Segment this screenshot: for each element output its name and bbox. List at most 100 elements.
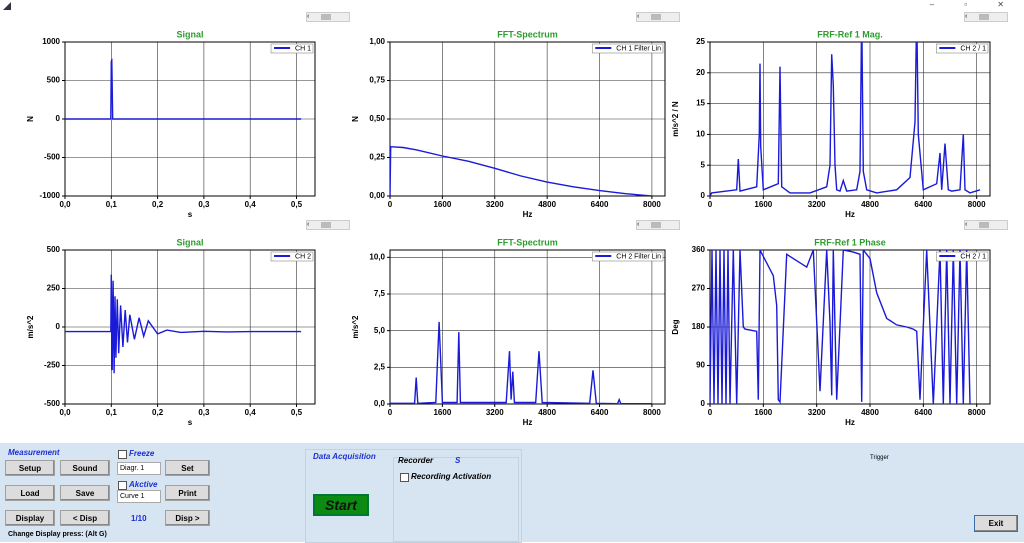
plot-frame	[389, 41, 666, 197]
legend-box	[936, 251, 989, 262]
y-tick-label: 20	[696, 68, 705, 77]
x-axis-label: Hz	[523, 210, 533, 219]
x-tick-label: 8000	[968, 408, 986, 417]
y-tick-label: 0	[701, 191, 706, 200]
legend-box	[936, 43, 989, 54]
scrollbar[interactable]: ‹	[964, 220, 1008, 230]
button[interactable]: Disp >	[165, 510, 210, 526]
plot-frame	[64, 41, 316, 197]
y-tick-label: 0,25	[369, 153, 385, 162]
button[interactable]: Load	[5, 485, 55, 501]
legend-label: CH 2 Filter Lin	[616, 253, 661, 260]
button[interactable]: < Disp	[60, 510, 110, 526]
x-tick-label: 0,5	[291, 200, 303, 209]
button[interactable]: Setup	[5, 460, 55, 476]
data-line	[710, 250, 971, 404]
title-bar: – ▫ ✕	[0, 0, 1024, 12]
x-tick-label: 6400	[914, 408, 932, 417]
y-axis-label: m/s^2	[351, 315, 360, 338]
x-axis-label: Hz	[845, 210, 855, 219]
exit-button[interactable]: Exit	[974, 515, 1018, 532]
legend-box	[270, 43, 314, 54]
x-tick-label: 6400	[591, 408, 609, 417]
x-tick-label: 4800	[538, 408, 556, 417]
chart-title: Signal	[176, 237, 203, 247]
button[interactable]: Sound	[60, 460, 110, 476]
app-icon	[3, 2, 11, 10]
scrollbar[interactable]: ‹	[306, 220, 350, 230]
y-tick-label: -1000	[40, 191, 61, 200]
x-tick-label: 0,1	[106, 408, 118, 417]
button[interactable]: Set	[165, 460, 210, 476]
x-tick-label: 4800	[538, 200, 556, 209]
x-tick-label: 8000	[643, 200, 661, 209]
x-tick-label: 1600	[433, 408, 451, 417]
x-tick-label: 0	[388, 408, 393, 417]
checkbox[interactable]	[118, 481, 127, 490]
y-tick-label: 0,0	[374, 399, 386, 408]
x-tick-label: 6400	[591, 200, 609, 209]
x-tick-label: 0	[708, 200, 713, 209]
y-tick-label: 0	[56, 322, 61, 331]
y-tick-label: 360	[692, 245, 706, 254]
data-line	[65, 274, 302, 374]
checkbox-label: Recording Activation	[411, 472, 492, 481]
x-tick-label: 3200	[808, 408, 826, 417]
data-line	[65, 58, 302, 120]
data-line	[390, 321, 652, 404]
legend-label: CH 1 Filter Lin	[616, 45, 661, 52]
x-tick-label: 6400	[914, 200, 932, 209]
x-axis-label: Hz	[845, 418, 855, 427]
x-tick-label: 0,5	[291, 408, 303, 417]
y-axis-label: m/s^2 / N	[671, 101, 680, 137]
checkbox[interactable]	[118, 450, 127, 459]
y-tick-label: 1,00	[369, 37, 385, 46]
y-tick-label: 2,5	[374, 362, 386, 371]
y-tick-label: 5,0	[374, 326, 386, 335]
y-tick-label: 90	[696, 361, 705, 370]
group-label: Data Acquisition	[313, 452, 376, 461]
frame	[393, 457, 519, 542]
legend-box	[270, 251, 314, 262]
x-axis-label: s	[188, 418, 193, 427]
x-tick-label: 0,0	[59, 408, 71, 417]
y-tick-label: 0	[701, 399, 706, 408]
x-tick-label: 0,3	[198, 408, 210, 417]
scrollbar[interactable]: ‹	[964, 12, 1008, 22]
window-controls[interactable]: – ▫ ✕	[929, 0, 1018, 9]
start-button[interactable]: Start	[313, 494, 369, 516]
y-tick-label: 0	[56, 114, 61, 123]
scrollbar[interactable]: ‹	[636, 12, 680, 22]
data-line	[390, 145, 652, 196]
legend-box	[591, 43, 664, 54]
x-tick-label: 0,4	[245, 408, 257, 417]
dropdown[interactable]: Curve 1	[117, 490, 161, 503]
scrollbar[interactable]: ‹	[306, 12, 350, 22]
button[interactable]: Print	[165, 485, 210, 501]
scrollbar[interactable]: ‹	[636, 220, 680, 230]
legend-label: CH 1	[295, 45, 311, 52]
data-line	[710, 42, 981, 196]
x-tick-label: 1600	[754, 200, 772, 209]
x-tick-label: 8000	[968, 200, 986, 209]
x-tick-label: 1600	[754, 408, 772, 417]
plot-frame	[64, 249, 316, 405]
chart-title: FFT-Spectrum	[497, 29, 558, 39]
x-axis-label: Hz	[523, 418, 533, 427]
x-tick-label: 0,1	[106, 200, 118, 209]
x-tick-label: 0,4	[245, 200, 257, 209]
button[interactable]: Display	[5, 510, 55, 526]
button[interactable]: Save	[60, 485, 110, 501]
group-label: Measurement	[8, 448, 60, 457]
dropdown[interactable]: Diagr. 1	[117, 462, 161, 475]
x-tick-label: 0	[708, 408, 713, 417]
checkbox[interactable]	[400, 473, 409, 482]
y-tick-label: -250	[44, 361, 61, 370]
y-tick-label: 25	[696, 37, 705, 46]
x-tick-label: 1600	[433, 200, 451, 209]
x-tick-label: 0,2	[152, 200, 164, 209]
group-label: Recorder	[398, 456, 434, 465]
y-axis-label: Deg	[671, 319, 680, 334]
x-tick-label: 4800	[861, 408, 879, 417]
